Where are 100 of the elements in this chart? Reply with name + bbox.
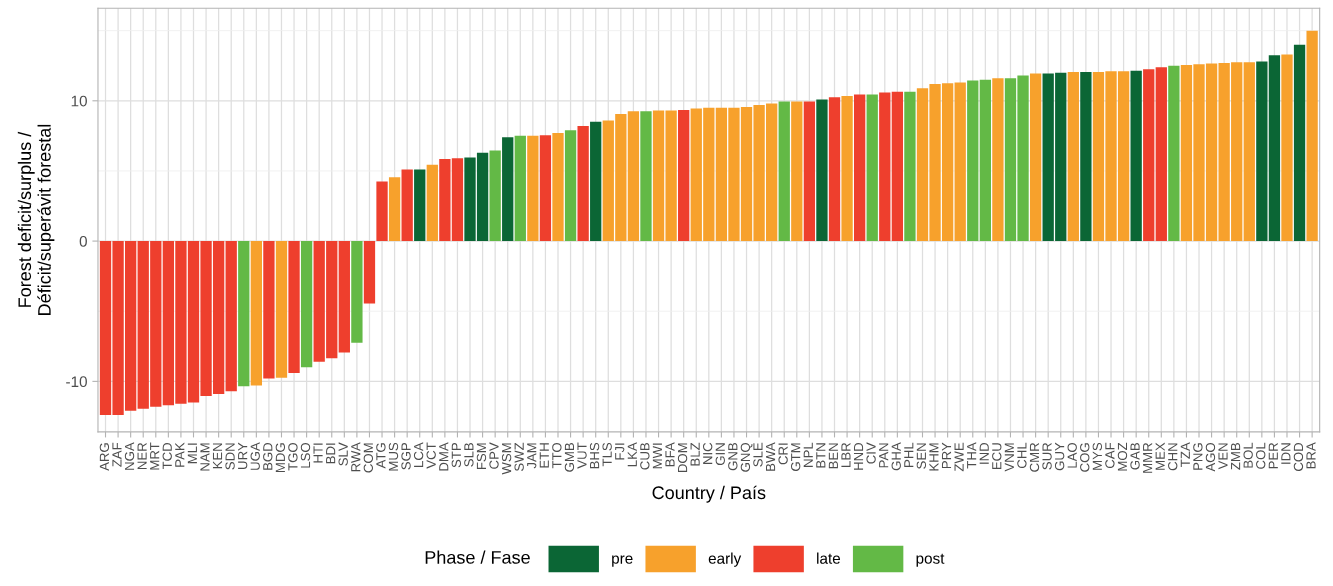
x-tick-label: COD: [1293, 442, 1304, 471]
bar: [853, 94, 866, 242]
x-tick-label: BRA: [1306, 442, 1316, 469]
bar: [992, 78, 1004, 242]
x-tick-label: TLS: [602, 442, 612, 467]
bar: [979, 79, 991, 242]
x-tick-label: MWI: [652, 443, 662, 469]
x-tick-label: PAN: [879, 443, 889, 468]
bar: [300, 241, 313, 368]
bar: [1306, 30, 1318, 242]
bar: [879, 92, 891, 242]
x-tick-label: HTI: [313, 443, 323, 463]
x-tick-label: MMR: [1143, 442, 1153, 473]
bar: [376, 181, 388, 242]
legend-label: late: [817, 552, 841, 564]
bar: [1080, 72, 1092, 242]
legend-title: Phase / Fase: [425, 550, 530, 564]
x-tick-label: NIC: [703, 442, 713, 464]
y-tick-label: 10: [71, 95, 87, 107]
x-tick-label: VNM: [1004, 443, 1014, 472]
x-tick-label: MRT: [150, 442, 160, 470]
bar: [288, 241, 300, 373]
x-tick-label: MOZ: [1117, 442, 1128, 471]
x-tick-label: FSM: [476, 443, 487, 470]
bar: [1130, 70, 1142, 242]
bar: [891, 91, 904, 242]
x-tick-label: COL: [1256, 442, 1266, 469]
x-tick-label: SUR: [1042, 442, 1052, 470]
bar: [502, 137, 514, 242]
x-tick-label: PRY: [941, 442, 952, 469]
bar: [275, 241, 288, 378]
x-tick-label: NAM: [200, 443, 210, 471]
x-tick-label: MEX: [1155, 442, 1165, 470]
x-tick-label: GIN: [715, 443, 725, 466]
x-tick-label: DMA: [439, 442, 449, 471]
x-tick-label: MLI: [187, 443, 197, 464]
x-tick-label: SLE: [753, 442, 763, 467]
bar: [338, 241, 350, 353]
bar: [1155, 67, 1167, 242]
bar: [388, 177, 401, 242]
bar: [564, 130, 577, 242]
x-tick-label: GMB: [564, 442, 575, 472]
bar: [527, 135, 539, 242]
x-tick-label: HND: [853, 442, 864, 470]
y-axis-title: Forest deficit/surplus / Déficit/superávit forestal: [17, 124, 55, 315]
x-tick-label: BOL: [1243, 442, 1253, 468]
x-tick-label: ARG: [99, 443, 110, 471]
x-tick-label: SWZ: [514, 442, 524, 472]
x-tick-label: CHN: [1168, 443, 1178, 471]
x-tick-label: LAO: [1067, 442, 1077, 468]
bar: [363, 241, 376, 304]
y-tick-label: -10: [66, 376, 87, 388]
bar: [954, 82, 966, 242]
bar: [489, 150, 501, 242]
bar: [1168, 65, 1180, 242]
bar: [1143, 69, 1155, 242]
x-tick-label: URY: [238, 442, 248, 469]
bar: [816, 99, 828, 242]
x-tick-label: GNQ: [740, 442, 753, 472]
bar: [552, 133, 564, 242]
bar: [841, 95, 853, 242]
bar: [238, 241, 250, 387]
x-tick-label: VCT: [426, 442, 436, 469]
bar: [539, 135, 552, 242]
x-tick-label: BHS: [589, 442, 600, 469]
bar: [590, 121, 602, 242]
x-tick-label: CIV: [866, 442, 876, 464]
bar: [401, 169, 413, 242]
bar: [778, 101, 790, 242]
x-tick-label: GUY: [1054, 442, 1065, 471]
bar: [225, 241, 237, 392]
x-tick-label: GTM: [791, 443, 801, 471]
bar: [1243, 62, 1255, 242]
x-tick-label: AGO: [1205, 442, 1216, 472]
bar: [250, 241, 262, 386]
x-tick-label: LSO: [300, 442, 311, 468]
legend-label: early: [708, 552, 742, 567]
x-tick-label: VEN: [1218, 443, 1228, 470]
bar: [414, 169, 426, 242]
x-tick-label: CPV: [489, 442, 499, 469]
bar: [577, 126, 589, 242]
bar: [426, 164, 438, 242]
x-tick-label: ECU: [992, 443, 1002, 470]
x-tick-label: BDI: [326, 443, 336, 464]
x-tick-label: MYS: [1092, 442, 1102, 470]
x-tick-label: KEN: [212, 443, 223, 469]
x-tick-label: THA: [967, 442, 977, 469]
y-tick-label: 0: [79, 235, 87, 247]
x-tick-label: CAF: [1105, 442, 1115, 469]
x-tick-label: ETH: [539, 443, 549, 468]
x-tick-label: JAM: [527, 443, 537, 469]
x-tick-label: SLV: [338, 442, 348, 466]
x-tick-label: UGA: [250, 442, 260, 470]
x-tick-label: CHL: [1017, 442, 1027, 469]
bar: [514, 135, 526, 242]
x-tick-label: PHL: [904, 442, 914, 467]
x-tick-label: MDG: [275, 443, 286, 472]
x-tick-label: STP: [451, 443, 461, 468]
x-tick-label: BLZ: [690, 442, 700, 466]
x-tick-label: TZA: [1180, 442, 1190, 467]
